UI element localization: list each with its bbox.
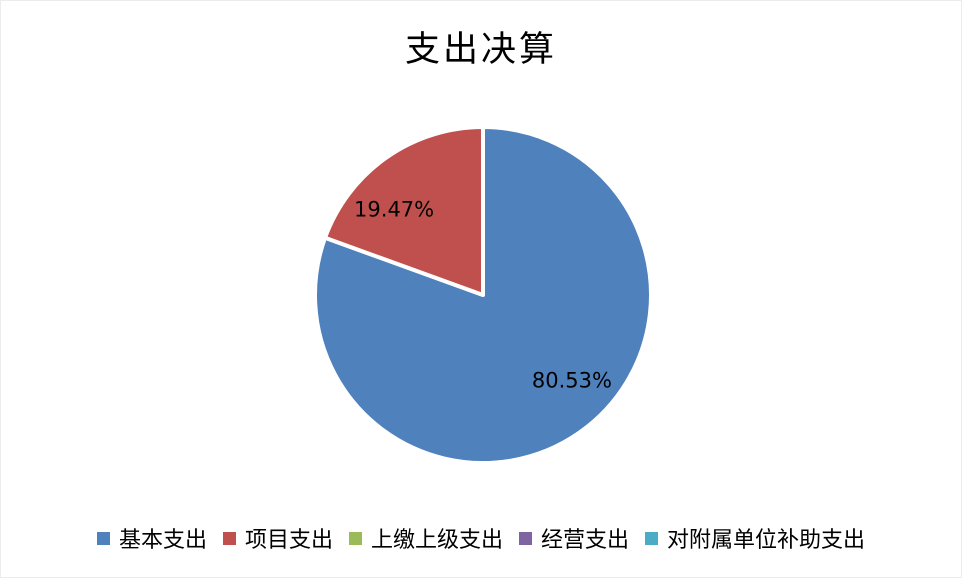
legend-label: 项目支出: [244, 528, 333, 553]
data-label-1: 80.53%: [532, 369, 612, 393]
legend-item-1[interactable]: 基本支出: [96, 522, 207, 554]
legend-swatch-icon: [96, 531, 110, 545]
legend-label: 基本支出: [118, 528, 207, 553]
legend-label: 经营支出: [541, 528, 630, 553]
legend-swatch-icon: [645, 531, 659, 545]
legend-swatch-icon: [519, 531, 532, 545]
legend-item-2[interactable]: 项目支出: [222, 522, 333, 554]
legend-swatch-icon: [222, 531, 236, 545]
pie-slice-2[interactable]: [323, 125, 485, 297]
legend-label: 对附属单位补助支出: [667, 528, 866, 553]
legend-item-3[interactable]: 上缴上级支出: [348, 522, 503, 554]
legend-swatch-icon: [348, 531, 362, 545]
legend-item-5[interactable]: 对附属单位补助支出: [645, 522, 865, 554]
data-label-2: 19.47%: [354, 197, 434, 221]
chart-title: 支出决算: [404, 30, 557, 70]
chart-legend: 基本支出 项目支出 上缴上级支出 经营支出 对附属单位补助支出: [1, 522, 961, 554]
legend-item-4[interactable]: 经营支出: [519, 522, 629, 554]
legend-label: 上缴上级支出: [370, 528, 503, 553]
